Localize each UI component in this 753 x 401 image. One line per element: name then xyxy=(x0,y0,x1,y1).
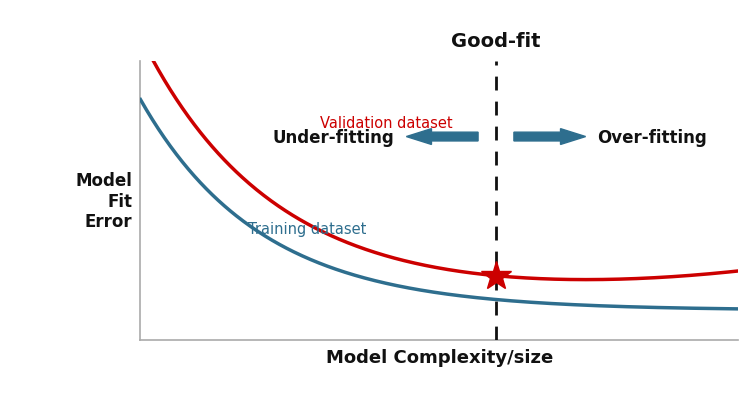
FancyArrow shape xyxy=(514,130,586,145)
FancyArrow shape xyxy=(407,130,478,145)
Text: Under-fitting: Under-fitting xyxy=(273,128,395,146)
Text: Over-fitting: Over-fitting xyxy=(598,128,707,146)
Text: Validation dataset: Validation dataset xyxy=(320,116,453,131)
Y-axis label: Model
Fit
Error: Model Fit Error xyxy=(75,171,132,231)
X-axis label: Model Complexity/size: Model Complexity/size xyxy=(325,348,553,366)
Text: Training dataset: Training dataset xyxy=(248,221,367,236)
Text: Good-fit: Good-fit xyxy=(451,32,541,51)
